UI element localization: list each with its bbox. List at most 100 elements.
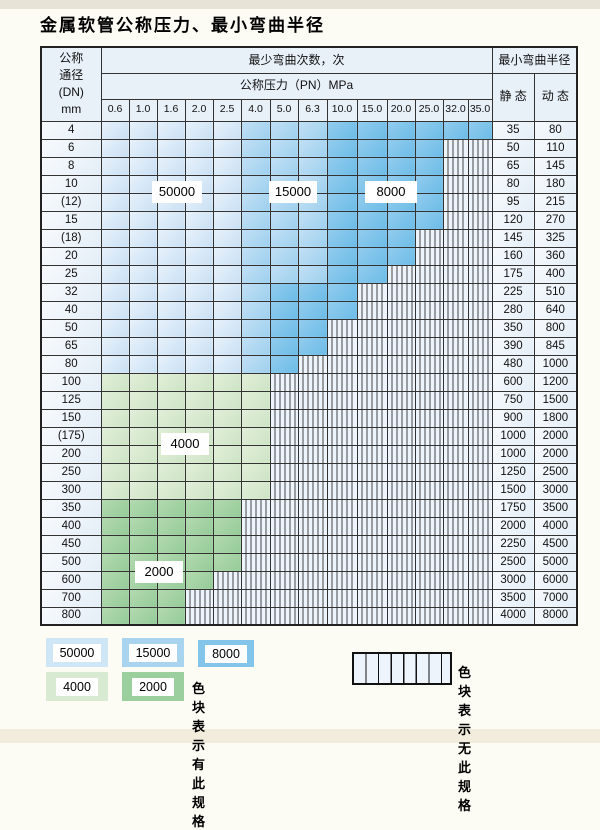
dn-value: (175) — [40, 426, 102, 446]
cell-dn50-pn2.0 — [184, 318, 214, 338]
cell-dn8-pn6.3 — [297, 156, 328, 176]
cell-dn6-pn32.0 — [442, 138, 469, 158]
legend-swatch-2000-value: 2000 — [132, 677, 174, 696]
cell-dn10-pn0.6 — [100, 174, 130, 194]
cell-dn300-pn2.5 — [212, 480, 242, 500]
cell-dn700-pn1.6 — [156, 588, 186, 608]
cell-dn100-pn25.0 — [414, 372, 444, 392]
table-row-dn-500: 500 2500 5000 — [40, 552, 578, 572]
cell-dn350-pn2.5 — [212, 498, 242, 518]
cell-dn4-pn5.0 — [269, 120, 299, 140]
cell-dn100-pn5.0 — [269, 372, 299, 392]
cell-dn200-pn4.0 — [240, 444, 271, 464]
cell-dn8-pn15.0 — [356, 156, 388, 176]
cell-dn125-pn4.0 — [240, 390, 271, 410]
legend-swatch-15000: 15000 — [122, 638, 184, 667]
cell-dn700-pn4.0 — [240, 588, 271, 608]
cell-dn32-pn5.0 — [269, 282, 299, 302]
cell-dn250-pn35.0 — [467, 462, 493, 482]
legend-no-spec-text: 色块表示无此规格 — [458, 665, 473, 813]
cell-dn(12)-pn25.0 — [414, 192, 444, 212]
cell-dn4-pn4.0 — [240, 120, 271, 140]
pressure-cycle-table: 公称 通径 (DN) mm 最少弯曲次数，次 最小弯曲半径 公称压力（PN）MP… — [40, 46, 579, 626]
cell-dn(175)-pn1.0 — [128, 426, 158, 446]
cell-dn100-pn32.0 — [442, 372, 469, 392]
cell-dn40-pn2.5 — [212, 300, 242, 320]
legend-swatch-50000: 50000 — [46, 638, 108, 667]
cell-dn10-pn35.0 — [467, 174, 493, 194]
cell-dn600-pn15.0 — [356, 570, 388, 590]
dn-value: 200 — [40, 444, 102, 464]
dynamic-radius-value: 8000 — [533, 606, 578, 626]
cell-dn700-pn15.0 — [356, 588, 388, 608]
cell-dn150-pn6.3 — [297, 408, 328, 428]
dynamic-radius-value: 215 — [533, 192, 578, 212]
dynamic-radius-value: 845 — [533, 336, 578, 356]
cell-dn700-pn5.0 — [269, 588, 299, 608]
cell-dn8-pn1.0 — [128, 156, 158, 176]
cell-dn32-pn2.5 — [212, 282, 242, 302]
table-row-dn-(18): (18) 145 325 — [40, 228, 578, 248]
cell-dn500-pn6.3 — [297, 552, 328, 572]
cell-dn100-pn6.3 — [297, 372, 328, 392]
cell-dn350-pn6.3 — [297, 498, 328, 518]
cell-dn350-pn5.0 — [269, 498, 299, 518]
cell-dn8-pn2.5 — [212, 156, 242, 176]
cell-dn300-pn15.0 — [356, 480, 388, 500]
dn-value: 65 — [40, 336, 102, 356]
dynamic-radius-value: 1200 — [533, 372, 578, 392]
table-row-dn-125: 125 750 1500 — [40, 390, 578, 410]
cell-dn25-pn0.6 — [100, 264, 130, 284]
cell-dn50-pn32.0 — [442, 318, 469, 338]
cell-dn4-pn15.0 — [356, 120, 388, 140]
cell-dn250-pn0.6 — [100, 462, 130, 482]
cell-dn20-pn1.6 — [156, 246, 186, 266]
cell-dn(18)-pn5.0 — [269, 228, 299, 248]
cell-dn25-pn15.0 — [356, 264, 388, 284]
cell-dn400-pn10.0 — [326, 516, 358, 536]
cell-dn25-pn32.0 — [442, 264, 469, 284]
cell-dn20-pn0.6 — [100, 246, 130, 266]
table-row-dn-40: 40 280 640 — [40, 300, 578, 320]
cell-dn80-pn1.0 — [128, 354, 158, 374]
cell-dn125-pn1.0 — [128, 390, 158, 410]
header-row-1: 公称 通径 (DN) mm 最少弯曲次数，次 最小弯曲半径 — [40, 46, 578, 122]
static-radius-value: 1000 — [491, 444, 535, 464]
cell-dn700-pn1.0 — [128, 588, 158, 608]
cell-dn300-pn4.0 — [240, 480, 271, 500]
cell-dn65-pn20.0 — [386, 336, 416, 356]
dn-header-line1: 公称 — [59, 51, 84, 66]
dynamic-radius-value: 360 — [533, 246, 578, 266]
cell-dn700-pn20.0 — [386, 588, 416, 608]
cell-dn400-pn2.0 — [184, 516, 214, 536]
cell-dn800-pn0.6 — [100, 606, 130, 626]
cell-dn800-pn2.5 — [212, 606, 242, 626]
cell-dn150-pn4.0 — [240, 408, 271, 428]
cell-dn400-pn25.0 — [414, 516, 444, 536]
table-row-dn-200: 200 1000 2000 — [40, 444, 578, 464]
cell-dn65-pn4.0 — [240, 336, 271, 356]
cell-dn250-pn10.0 — [326, 462, 358, 482]
cell-dn450-pn20.0 — [386, 534, 416, 554]
cell-dn80-pn4.0 — [240, 354, 271, 374]
cell-dn10-pn4.0 — [240, 174, 271, 194]
cell-dn65-pn1.6 — [156, 336, 186, 356]
dynamic-radius-value: 5000 — [533, 552, 578, 572]
legend-has-spec-text: 色块表示有此规格 — [192, 681, 207, 829]
cell-dn800-pn10.0 — [326, 606, 358, 626]
table-row-dn-700: 700 3500 7000 — [40, 588, 578, 608]
static-radius-value: 120 — [491, 210, 535, 230]
cell-dn200-pn6.3 — [297, 444, 328, 464]
dn-value: 800 — [40, 606, 102, 626]
cell-dn500-pn10.0 — [326, 552, 358, 572]
cell-dn700-pn32.0 — [442, 588, 469, 608]
cell-dn250-pn32.0 — [442, 462, 469, 482]
cell-dn600-pn2.5 — [212, 570, 242, 590]
radius-header: 最小弯曲半径 — [491, 46, 578, 74]
table-row-dn-150: 150 900 1800 — [40, 408, 578, 428]
table-row-dn-80: 80 480 1000 — [40, 354, 578, 374]
dynamic-radius-value: 145 — [533, 156, 578, 176]
static-radius-value: 480 — [491, 354, 535, 374]
static-radius-value: 160 — [491, 246, 535, 266]
cell-dn15-pn2.5 — [212, 210, 242, 230]
